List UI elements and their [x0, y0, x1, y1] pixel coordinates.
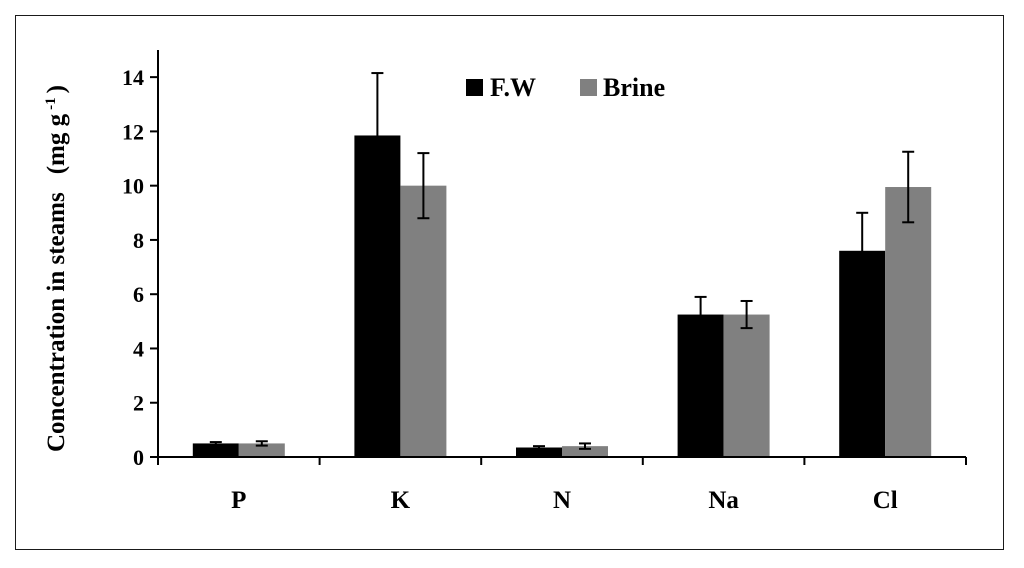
x-category-label: K [391, 487, 411, 514]
y-tick-label: 10 [122, 174, 144, 199]
legend-label: F.W [490, 73, 536, 102]
bars [192, 135, 932, 458]
bar-brine-cl [885, 187, 932, 458]
legend-swatch-brine [580, 79, 597, 96]
y-tick-label: 2 [133, 391, 144, 416]
y-tick-label: 14 [122, 65, 144, 90]
chart-frame [15, 15, 1004, 550]
bar-fw-p [192, 443, 239, 457]
bar-brine-n [562, 446, 608, 457]
y-tick-label: 6 [133, 282, 144, 307]
x-axis-categories: P K N Na Cl [231, 487, 898, 514]
error-bars [209, 72, 915, 450]
y-axis-unit-close: ) [43, 85, 70, 93]
legend-label: Brine [603, 73, 665, 102]
axes [157, 50, 967, 465]
y-tick-label: 4 [133, 336, 144, 361]
svg-text:Concentration in steams: Concentration in steams (mg g -1 ) [42, 85, 70, 452]
y-axis-unit: (mg g [43, 113, 70, 174]
bar-brine-p [238, 443, 285, 457]
y-tick-label: 8 [133, 228, 144, 253]
y-axis-ticks: 0 2 4 6 8 10 12 14 [122, 65, 158, 470]
y-axis-label: Concentration in steams [43, 192, 70, 452]
bar-brine-k [400, 185, 447, 457]
y-axis-title: Concentration in steams (mg g -1 ) [42, 85, 70, 452]
legend-swatch-fw [466, 79, 483, 96]
bar-brine-na [723, 314, 770, 457]
x-category-label: Na [708, 487, 739, 514]
y-tick-label: 0 [133, 445, 144, 470]
y-tick-label: 12 [122, 119, 144, 144]
y-axis-unit-superscript: -1 [43, 97, 59, 110]
x-category-label: P [231, 487, 246, 514]
legend: F.W Brine [466, 73, 665, 102]
x-category-label: Cl [873, 487, 898, 514]
x-category-label: N [553, 487, 571, 514]
bar-fw-na [677, 314, 724, 457]
bar-fw-n [516, 447, 562, 457]
